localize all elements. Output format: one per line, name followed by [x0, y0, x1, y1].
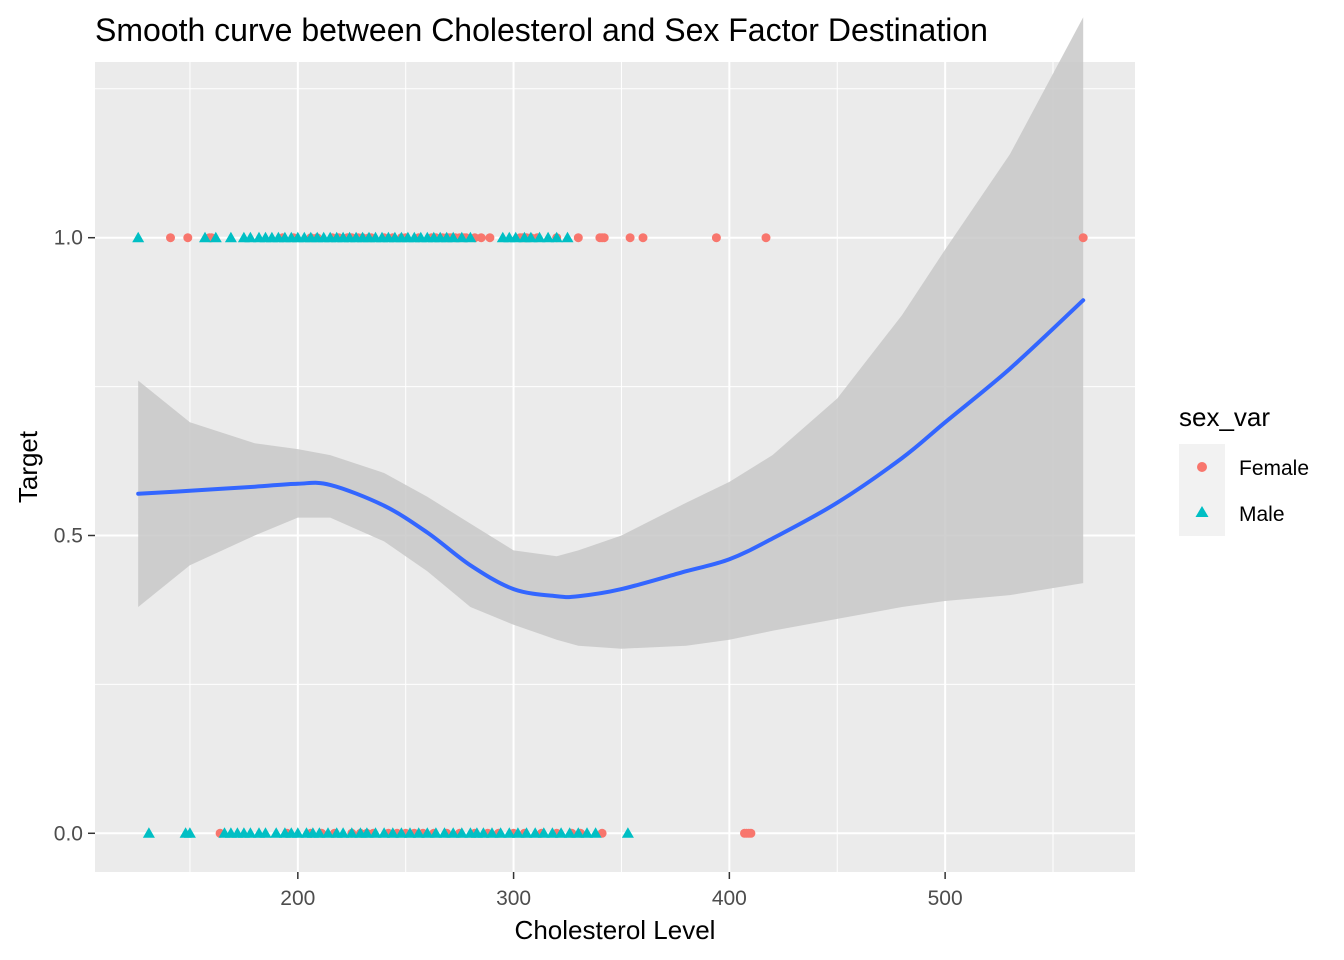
male-point: [503, 827, 516, 838]
confidence-ribbon-layer: [138, 17, 1084, 649]
male-point: [244, 231, 257, 243]
male-point: [455, 827, 468, 838]
male-point: [455, 231, 468, 243]
male-point: [561, 231, 574, 243]
x-tick-label: 200: [280, 887, 315, 910]
x-tick-label: 300: [496, 887, 531, 910]
male-point: [509, 231, 522, 243]
male-point: [259, 827, 272, 838]
female-point: [625, 233, 635, 243]
male-point: [224, 231, 237, 243]
male-point: [447, 231, 460, 243]
legend: sex_var Female Male: [1179, 402, 1309, 536]
male-point: [345, 827, 358, 838]
female-point: [476, 233, 486, 243]
male-point: [555, 827, 568, 838]
legend-label-male: Male: [1239, 503, 1285, 526]
male-point: [477, 827, 490, 838]
female-point: [485, 233, 495, 243]
male-point: [486, 827, 498, 838]
x-tick-label: 500: [928, 887, 963, 910]
male-point: [412, 827, 425, 838]
male-point: [313, 827, 326, 838]
male-point: [421, 827, 434, 838]
female-point: [573, 233, 583, 243]
male-point: [209, 231, 222, 243]
male-point: [386, 827, 399, 838]
female-point: [183, 233, 193, 243]
male-point: [520, 827, 533, 838]
male-point: [429, 827, 442, 838]
male-point: [464, 231, 477, 243]
female-point: [761, 233, 771, 243]
male-point: [337, 827, 350, 838]
male-point: [494, 827, 507, 838]
female-point: [1078, 233, 1088, 243]
smooth-line: [136, 298, 1086, 600]
male-point: [199, 231, 211, 243]
female-point: [711, 233, 721, 243]
male-point: [142, 827, 155, 838]
legend-key-female-circle: [1197, 462, 1207, 472]
female-point: [746, 828, 756, 838]
grid-major: [95, 62, 1135, 872]
male-point: [395, 827, 408, 838]
male-point: [132, 231, 145, 243]
male-point: [542, 231, 555, 243]
male-point: [404, 827, 416, 838]
male-point: [322, 827, 334, 838]
legend-label-female: Female: [1239, 457, 1309, 480]
y-axis-label: Target: [13, 430, 43, 503]
male-point: [529, 827, 542, 838]
male-point: [621, 827, 634, 838]
female-point: [599, 233, 609, 243]
male-point: [572, 827, 585, 838]
legend-title: sex_var: [1179, 402, 1270, 432]
male-point: [546, 827, 559, 838]
legend-key-male-triangle: [1195, 506, 1209, 517]
points-layer: [132, 231, 1088, 838]
y-tick-label: 0.0: [54, 822, 83, 845]
male-point: [537, 827, 550, 838]
male-point: [291, 827, 304, 838]
male-point: [589, 827, 602, 838]
male-point: [183, 827, 196, 838]
male-point: [550, 231, 563, 243]
male-point: [524, 231, 537, 243]
male-point: [244, 827, 257, 838]
male-point: [581, 827, 593, 838]
female-point: [166, 233, 175, 243]
smooth-line-layer: [136, 298, 1086, 600]
confidence-ribbon: [138, 17, 1084, 649]
y-tick-label: 1.0: [54, 227, 83, 250]
x-axis-label: Cholesterol Level: [515, 915, 716, 945]
male-point: [270, 827, 283, 838]
male-point: [563, 827, 576, 838]
y-axis-ticks: 0.0 0.5 1.0: [54, 227, 95, 845]
male-point: [369, 827, 382, 838]
x-axis-ticks: 200 300 400 500: [280, 872, 963, 910]
male-point: [447, 827, 460, 838]
male-point: [511, 827, 524, 838]
x-tick-label: 400: [712, 887, 747, 910]
male-point: [378, 827, 391, 838]
male-point: [360, 827, 373, 838]
y-tick-label: 0.5: [54, 524, 83, 547]
chart-title: Smooth curve between Cholesterol and Sex…: [95, 12, 988, 48]
male-point: [533, 231, 546, 243]
female-point: [638, 233, 648, 243]
male-point: [438, 827, 451, 838]
